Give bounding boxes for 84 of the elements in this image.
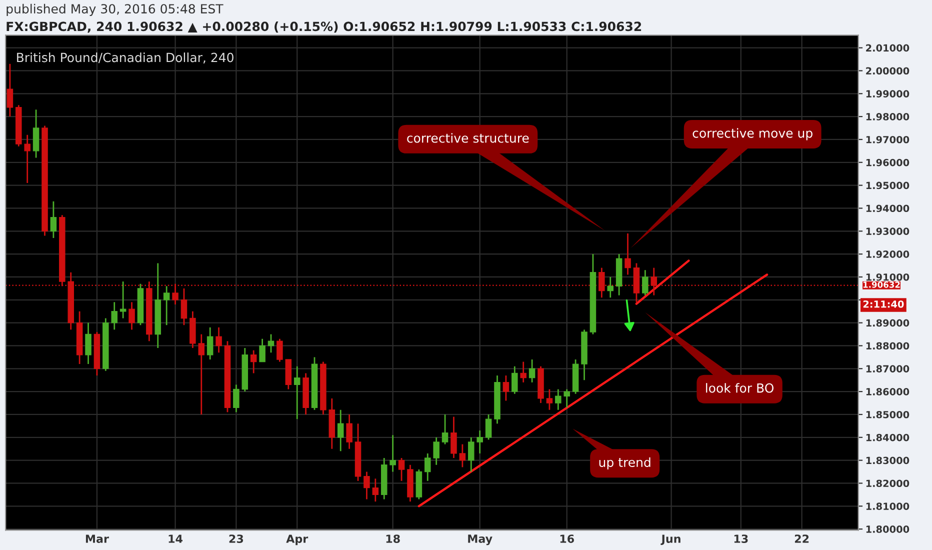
candlestick (206, 326, 214, 360)
candlestick (512, 366, 518, 395)
candlestick (546, 388, 553, 411)
candlestick (624, 232, 631, 276)
candlestick (555, 388, 562, 411)
candlestick (6, 63, 14, 118)
candlestick (476, 430, 483, 454)
y-tick-label: 1.97000 (866, 136, 910, 144)
y-tick-label: 1.94000 (866, 204, 910, 212)
y-tick-label: 1.85000 (866, 410, 910, 418)
candlestick (198, 334, 205, 416)
y-tick-label: 1.87000 (866, 365, 910, 372)
candlestick (216, 326, 222, 354)
candlestick (459, 444, 466, 468)
annotation: British Pound/Canadian Dollar, 240 (17, 52, 234, 64)
x-tick-label: Apr (286, 534, 308, 546)
y-tick-label: 1.91000 (866, 273, 910, 281)
y-tick-label: 1.88000 (866, 342, 910, 350)
candlestick (259, 338, 266, 362)
chart-subtitle: published May 30, 2016 05:48 EST (6, 4, 224, 16)
candlestick (172, 283, 178, 306)
candlestick (390, 434, 396, 472)
candlestick (468, 436, 474, 472)
y-tick-label: 2.00000 (866, 67, 910, 75)
y-tick-label: 1.81000 (866, 502, 910, 510)
y-tick-label: 1.98000 (866, 113, 910, 120)
y-tick-label: 1.99000 (866, 90, 910, 98)
candlestick (294, 366, 300, 420)
annotation: corrective move up (692, 128, 812, 140)
candlestick (111, 301, 118, 330)
chart-title: FX:GBPCAD, 240 1.90632 ▲ +0.00280 (+0.15%) O:1.90652 H:1.90799 L:1.90533 C:1.90632 (6, 21, 642, 33)
candlestick (528, 358, 536, 384)
y-tick-label: 1.86000 (866, 388, 910, 396)
x-tick-label: 18 (386, 534, 400, 543)
x-tick-label: 13 (734, 534, 748, 543)
candlestick (642, 269, 648, 296)
x-tick-label: 22 (794, 534, 809, 543)
candlestick (128, 301, 135, 330)
candlestick (120, 280, 126, 319)
y-tick-label: 1.82000 (866, 480, 910, 488)
candlestick (433, 436, 440, 466)
candlestick (50, 200, 57, 239)
annotation: up trend (599, 457, 650, 470)
candlestick (398, 457, 405, 482)
candlestick (502, 374, 510, 402)
candlestick (32, 108, 40, 158)
candlestick (346, 414, 352, 450)
x-tick-label: Mar (86, 534, 109, 543)
y-tick-label: 1.80000 (866, 526, 910, 533)
y-tick-label: 1.92000 (866, 250, 910, 258)
x-tick-label: Jun (660, 534, 680, 546)
candlestick (364, 471, 370, 500)
candlestick (337, 409, 344, 452)
candlestick (163, 285, 170, 326)
candlestick (485, 414, 492, 440)
candlestick (276, 338, 283, 362)
candlestick (424, 452, 431, 482)
y-tick-label: 1.95000 (866, 182, 910, 190)
candlestick (180, 288, 188, 326)
candlestick (24, 134, 30, 184)
x-tick-label: 14 (168, 534, 182, 543)
candlestick (442, 414, 448, 445)
text: 2:11:40 (863, 300, 904, 308)
annotation: look for BO (706, 383, 774, 393)
y-tick-label: 1.93000 (866, 228, 910, 235)
candlestick (520, 361, 526, 384)
x-tick-label: 16 (560, 534, 574, 543)
x-tick-label: May (468, 534, 492, 546)
y-tick-label: 2.01000 (866, 44, 910, 52)
candlestick (607, 276, 614, 298)
y-tick-label: 1.89000 (866, 319, 910, 327)
candlestick (450, 416, 457, 459)
candlestick (85, 322, 92, 365)
candlestick (268, 334, 274, 354)
annotation: corrective structure (407, 133, 529, 143)
x-tick-label: 23 (229, 534, 244, 543)
candlestick (233, 384, 240, 413)
candlestick (372, 478, 379, 502)
y-tick-label: 1.84000 (866, 434, 910, 442)
candlestick (564, 388, 570, 408)
ref-line-label: 1.90632 (863, 282, 900, 288)
y-tick-label: 1.96000 (866, 158, 910, 166)
y-tick-label: 1.83000 (866, 456, 910, 464)
candlestick (250, 350, 257, 374)
